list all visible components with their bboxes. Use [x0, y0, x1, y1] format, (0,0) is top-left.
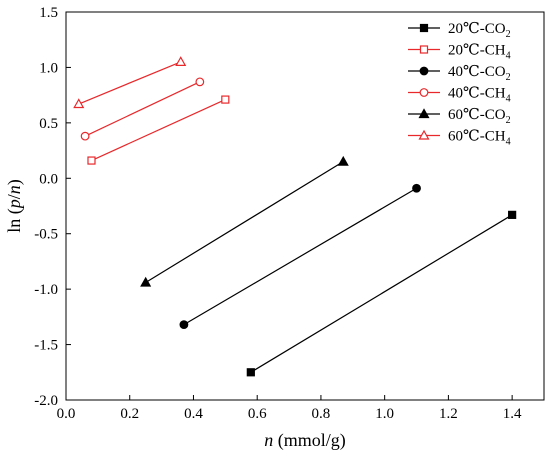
series-line [91, 99, 226, 162]
data-point [140, 276, 152, 287]
data-point [179, 320, 189, 330]
series-line [84, 81, 201, 137]
y-tick-label: 0.5 [39, 116, 58, 132]
legend-label: 20℃-CH4 [448, 43, 511, 62]
legend-item: 60℃-CO2 [408, 107, 511, 126]
legend-label: 20℃-CO2 [448, 21, 511, 40]
legend-marker [418, 129, 430, 140]
series-0 [246, 210, 517, 377]
data-point [80, 131, 90, 141]
data-point [337, 155, 349, 166]
y-axis-ticks: -2.0 -1.5 -1.0 -0.5 0.0 0.5 1.0 1.5 [34, 5, 71, 409]
series-layer [73, 56, 517, 377]
y-tick-label: -0.5 [34, 227, 58, 243]
x-tick-label: 0.8 [312, 406, 331, 422]
y-tick-label: -2.0 [34, 393, 58, 409]
y-tick-label: 1.5 [39, 5, 58, 21]
data-point [73, 98, 85, 109]
series-line [78, 61, 181, 105]
legend-label: 60℃-CO2 [448, 107, 511, 126]
x-tick-label: 0.4 [184, 406, 203, 422]
legend-marker [418, 108, 430, 119]
y-tick-label: 0.0 [39, 171, 58, 187]
series-line [145, 161, 344, 284]
legend-item: 40℃-CO2 [408, 64, 511, 83]
series-line [183, 187, 417, 326]
x-tick-label: 0.6 [248, 406, 267, 422]
legend-marker [419, 45, 429, 54]
series-2 [179, 183, 421, 330]
x-tick-label: 1.4 [503, 406, 522, 422]
x-tick-label: 1.0 [375, 406, 394, 422]
data-point [246, 368, 255, 377]
legend-item: 40℃-CH4 [408, 86, 511, 105]
plot-frame [65, 11, 545, 401]
series-1 [87, 95, 230, 165]
series-4 [140, 155, 349, 287]
legend-marker [419, 88, 429, 97]
series-5 [73, 56, 187, 109]
data-point [87, 156, 96, 165]
x-tick-label: 0.2 [120, 406, 139, 422]
legend: 20℃-CO2 20℃-CH4 40℃-CO2 40℃-CH4 60℃-CO2 60℃-C… [408, 21, 511, 148]
legend-label: 40℃-CO2 [448, 64, 511, 83]
data-point [195, 77, 205, 87]
x-tick-label: 0.0 [57, 406, 76, 422]
x-tick-label: 1.2 [439, 406, 458, 422]
legend-label: 60℃-CH4 [448, 129, 511, 148]
y-tick-label: 1.0 [39, 60, 58, 76]
y-tick-label: -1.5 [34, 338, 58, 354]
x-axis-label: n (mmol/g) [264, 430, 346, 451]
series-3 [80, 77, 205, 141]
legend-marker [419, 66, 429, 76]
legend-label: 40℃-CH4 [448, 86, 511, 105]
legend-item: 20℃-CO2 [408, 21, 511, 40]
x-axis-ticks: 0.0 0.2 0.4 0.6 0.8 1.0 1.2 1.4 [57, 395, 522, 422]
legend-item: 20℃-CH4 [408, 43, 511, 62]
y-tick-label: -1.0 [34, 282, 58, 298]
series-line [250, 214, 513, 373]
legend-item: 60℃-CH4 [408, 129, 511, 148]
data-point [412, 183, 421, 193]
legend-marker [419, 23, 429, 33]
data-point [221, 95, 230, 104]
data-point [508, 210, 517, 219]
data-point [175, 56, 187, 66]
y-axis-label: ln (p/n) [4, 179, 25, 233]
